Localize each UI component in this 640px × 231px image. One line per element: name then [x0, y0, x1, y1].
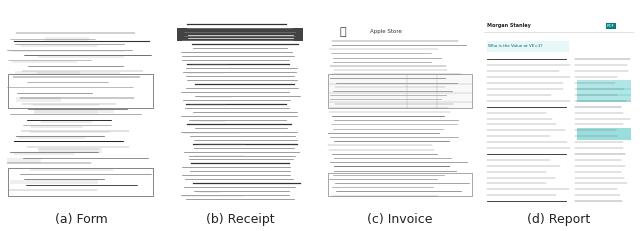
Bar — [486, 41, 569, 52]
Bar — [10, 180, 98, 184]
Text: :  — [339, 27, 346, 36]
Text: (a) Form: (a) Form — [55, 213, 108, 226]
Bar — [45, 37, 89, 42]
Bar — [15, 97, 61, 102]
Bar — [328, 173, 472, 196]
Text: Morgan Stanley: Morgan Stanley — [486, 23, 531, 28]
Bar — [328, 74, 472, 108]
Bar — [177, 28, 303, 41]
Bar — [577, 80, 630, 102]
Text: (d) Report: (d) Report — [527, 213, 590, 226]
Bar — [15, 71, 80, 75]
Text: PDF: PDF — [607, 24, 615, 28]
Bar — [577, 128, 630, 140]
Text: Apple Store: Apple Store — [369, 29, 401, 34]
Text: Who is the Value at VE=1?: Who is the Value at VE=1? — [488, 44, 543, 49]
Bar — [35, 108, 114, 113]
Bar — [7, 158, 42, 163]
Text: (b) Receipt: (b) Receipt — [206, 213, 275, 226]
Text: (c) Invoice: (c) Invoice — [367, 213, 432, 226]
Bar — [34, 109, 98, 114]
Bar — [8, 168, 154, 196]
Bar — [8, 74, 154, 108]
Bar — [38, 148, 102, 153]
